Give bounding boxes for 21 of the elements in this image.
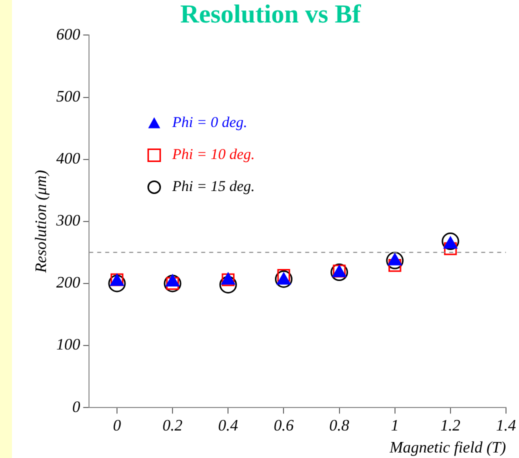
y-tick-label: 400: [56, 150, 80, 168]
legend-label: Phi = 15 deg.: [171, 179, 255, 196]
x-tick-label: 1: [390, 417, 399, 434]
y-axis-title: Resolution (μm): [32, 170, 50, 274]
x-axis-title: Magnetic field (T): [388, 440, 506, 457]
legend-label: Phi = 0 deg.: [171, 115, 248, 132]
x-tick-label: 0.6: [274, 417, 294, 434]
y-tick-label: 100: [56, 336, 80, 354]
x-tick-label: 1.4: [496, 417, 516, 434]
y-tick-label: 0: [72, 398, 80, 416]
x-tick-label: 1.2: [440, 417, 460, 434]
x-tick-label: 0: [112, 417, 121, 434]
x-tick-label: 0.8: [329, 417, 350, 434]
y-tick-label: 500: [56, 88, 80, 106]
y-tick-label: 300: [55, 212, 80, 230]
chart-title: Resolution vs Bf: [180, 0, 362, 28]
x-tick-label: 0.4: [218, 417, 238, 434]
y-tick-label: 200: [56, 274, 80, 292]
legend-label: Phi = 10 deg.: [171, 147, 255, 164]
x-tick-label: 0.2: [162, 417, 183, 434]
y-tick-label: 600: [56, 26, 80, 44]
